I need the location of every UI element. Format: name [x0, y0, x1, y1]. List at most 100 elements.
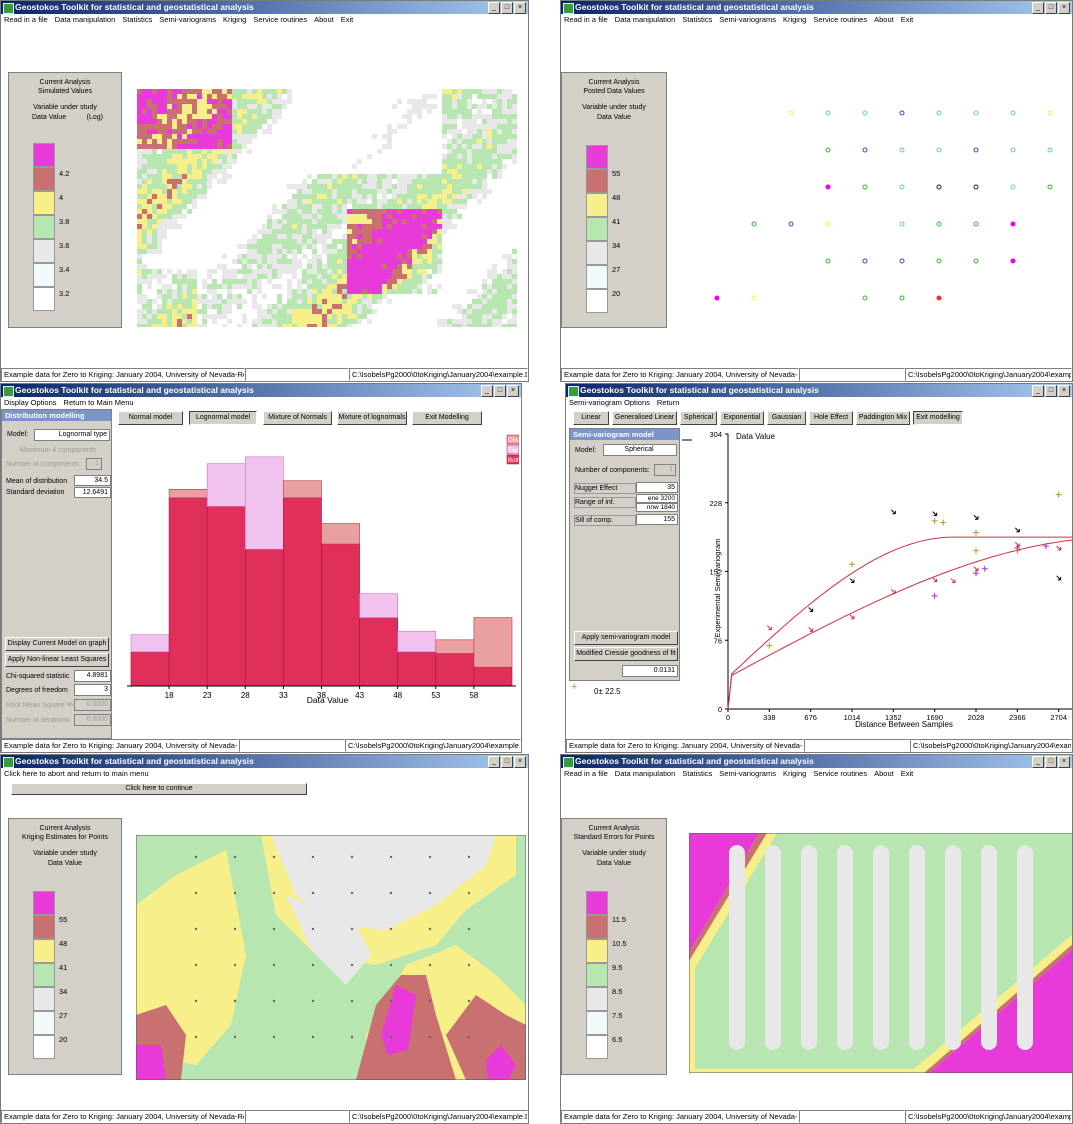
- map-cell: [257, 309, 262, 314]
- title-bar[interactable]: Geostokos Toolkit for statistical and ge…: [1, 384, 521, 397]
- map-cell: [497, 139, 502, 144]
- close-icon[interactable]: ×: [1058, 756, 1070, 768]
- model-field[interactable]: Lognormal type: [34, 429, 110, 441]
- title-bar[interactable]: Geostokos Toolkit for statistical and ge…: [561, 755, 1072, 768]
- menu-read-file[interactable]: Read in a file: [4, 15, 48, 24]
- menu-semi-variograms[interactable]: Semi-variograms: [719, 769, 776, 778]
- sill-field[interactable]: 155: [636, 514, 678, 525]
- menu-about[interactable]: About: [314, 15, 334, 24]
- menu-data-manipulation[interactable]: Data manipulation: [614, 769, 676, 778]
- maximize-icon[interactable]: □: [1045, 385, 1057, 397]
- map-cell: [317, 179, 322, 184]
- menu-semi-variograms[interactable]: Semi-variograms: [159, 15, 216, 24]
- maximize-icon[interactable]: □: [501, 2, 513, 14]
- map-cell: [447, 119, 452, 124]
- map-cell: [482, 114, 487, 119]
- menu-read-file[interactable]: Read in a file: [564, 769, 608, 778]
- close-icon[interactable]: ×: [1058, 385, 1070, 397]
- menu-semi-variograms[interactable]: Semi-variograms: [719, 15, 776, 24]
- close-icon[interactable]: ×: [514, 2, 526, 14]
- minimize-icon[interactable]: _: [1032, 385, 1044, 397]
- map-cell: [222, 254, 227, 259]
- range-ene-field[interactable]: ene 3200: [636, 494, 678, 503]
- menu-abort[interactable]: Click here to abort and return to main m…: [4, 769, 149, 778]
- menu-statistics[interactable]: Statistics: [682, 15, 713, 24]
- menu-service-routines[interactable]: Service routines: [813, 15, 868, 24]
- hole-effect-button[interactable]: Hole Effect: [809, 411, 853, 425]
- minimize-icon[interactable]: _: [1032, 756, 1044, 768]
- menu-semivariogram-options[interactable]: Semi-variogram Options: [569, 398, 650, 407]
- maximize-icon[interactable]: □: [501, 756, 513, 768]
- map-cell: [292, 289, 297, 294]
- paddington-mix-button[interactable]: Paddington Mix: [856, 411, 910, 425]
- menu-about[interactable]: About: [874, 769, 894, 778]
- maximize-icon[interactable]: □: [494, 385, 506, 397]
- nls-button[interactable]: Apply Non-linear Least Squares: [5, 653, 109, 667]
- menu-kriging[interactable]: Kriging: [782, 15, 807, 24]
- menu-data-manipulation[interactable]: Data manipulation: [614, 15, 676, 24]
- map-cell: [272, 309, 277, 314]
- menu-exit[interactable]: Exit: [900, 15, 914, 24]
- map-cell: [232, 139, 237, 144]
- range-nnw-field[interactable]: nnw 1840: [636, 503, 678, 512]
- model-field[interactable]: Spherical: [603, 444, 677, 456]
- continue-button[interactable]: Click here to continue: [11, 783, 307, 795]
- linear-button[interactable]: Linear: [573, 411, 609, 425]
- minimize-icon[interactable]: _: [1032, 2, 1044, 14]
- menu-data-manipulation[interactable]: Data manipulation: [54, 15, 116, 24]
- menu-statistics[interactable]: Statistics: [122, 15, 153, 24]
- exit-modelling-button[interactable]: Exit Modelling: [412, 411, 482, 425]
- spherical-button[interactable]: Spherical: [680, 411, 717, 425]
- minimize-icon[interactable]: _: [488, 2, 500, 14]
- mixture-normals-button[interactable]: Mixture of Normals: [263, 411, 332, 425]
- menu-statistics[interactable]: Statistics: [682, 769, 713, 778]
- menu-service-routines[interactable]: Service routines: [253, 15, 308, 24]
- maximize-icon[interactable]: □: [1045, 2, 1057, 14]
- title-bar[interactable]: Geostokos Toolkit for statistical and ge…: [1, 1, 528, 14]
- menu-kriging[interactable]: Kriging: [782, 769, 807, 778]
- apply-variogram-button[interactable]: Apply semi-variogram model: [574, 631, 678, 645]
- close-icon[interactable]: ×: [1058, 2, 1070, 14]
- map-cell: [167, 89, 172, 94]
- map-cell: [322, 314, 327, 319]
- exponential-button[interactable]: Exponential: [720, 411, 764, 425]
- mixture-lognormals-button[interactable]: Mixture of lognormals: [337, 411, 407, 425]
- menu-return[interactable]: Return: [656, 398, 680, 407]
- close-icon[interactable]: ×: [514, 756, 526, 768]
- generalised-linear-button[interactable]: Generalised Linear: [612, 411, 677, 425]
- exit-modelling-button[interactable]: Exit modelling: [913, 411, 963, 425]
- maximize-icon[interactable]: □: [1045, 756, 1057, 768]
- minimize-icon[interactable]: _: [481, 385, 493, 397]
- mean-field[interactable]: 34.5: [74, 475, 111, 486]
- legend-swatch: [586, 193, 608, 217]
- menu-exit[interactable]: Exit: [900, 769, 914, 778]
- cressie-fit-button[interactable]: Modified Cressie goodness of fit: [574, 647, 678, 661]
- minimize-icon[interactable]: _: [488, 756, 500, 768]
- display-model-button[interactable]: Display Current Model on graph: [5, 637, 109, 651]
- map-cell: [272, 254, 277, 259]
- menu-return-main[interactable]: Return to Main Menu: [63, 398, 134, 407]
- title-bar[interactable]: Geostokos Toolkit for statistical and ge…: [566, 384, 1072, 397]
- normal-model-button[interactable]: Normal model: [118, 411, 183, 425]
- map-cell: [147, 144, 152, 149]
- map-cell: [497, 314, 502, 319]
- map-cell: [352, 234, 357, 239]
- menu-about[interactable]: About: [874, 15, 894, 24]
- menu-kriging[interactable]: Kriging: [222, 15, 247, 24]
- map-cell: [397, 279, 402, 284]
- gaussian-button[interactable]: Gaussian: [767, 411, 806, 425]
- close-icon[interactable]: ×: [507, 385, 519, 397]
- menu-read-file[interactable]: Read in a file: [564, 15, 608, 24]
- title-bar[interactable]: Geostokos Toolkit for statistical and ge…: [561, 1, 1072, 14]
- map-cell: [147, 229, 152, 234]
- nugget-field[interactable]: 35: [636, 482, 678, 493]
- menu-service-routines[interactable]: Service routines: [813, 769, 868, 778]
- sd-field[interactable]: 12.6491: [74, 487, 111, 498]
- title-bar[interactable]: Geostokos Toolkit for statistical and ge…: [1, 755, 528, 768]
- map-cell: [342, 194, 347, 199]
- lognormal-model-button[interactable]: Lognormal model: [189, 411, 257, 425]
- map-cell: [282, 249, 287, 254]
- menu-display-options[interactable]: Display Options: [4, 398, 57, 407]
- map-cell: [262, 224, 267, 229]
- menu-exit[interactable]: Exit: [340, 15, 354, 24]
